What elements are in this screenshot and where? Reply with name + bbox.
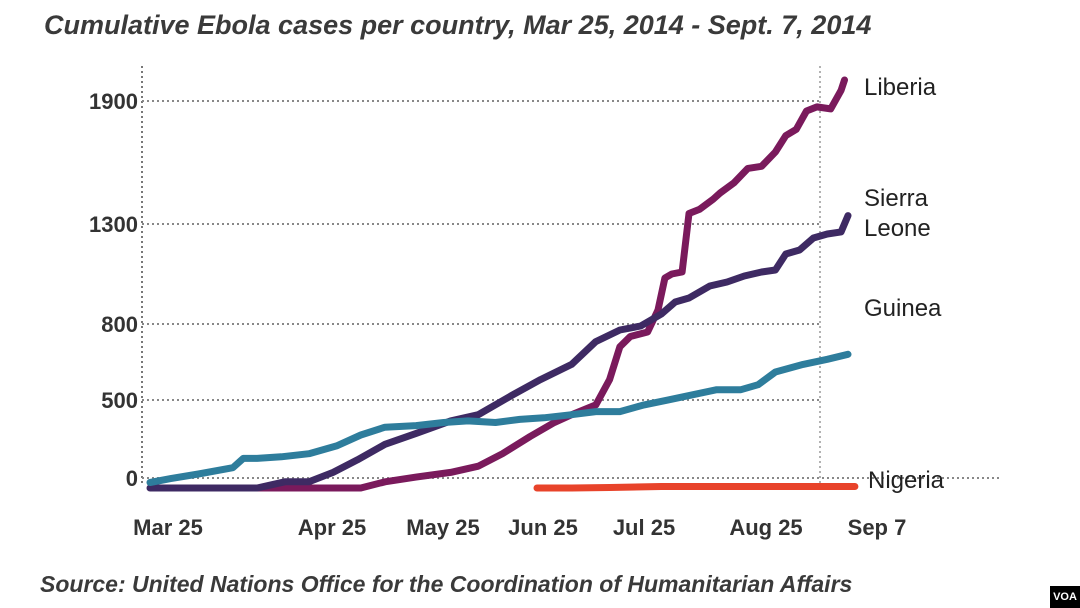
voa-logo: VOA [1050, 586, 1080, 608]
x-tick-label: Aug 25 [729, 515, 802, 540]
gridlines [141, 66, 1000, 486]
series-lines [146, 76, 859, 492]
chart-title: Cumulative Ebola cases per country, Mar … [44, 10, 872, 40]
series-label-liberia: Liberia [864, 74, 937, 101]
series-labels: Liberia Sierra Leone Guinea Nigeria [864, 74, 945, 494]
y-tick-label: 0 [126, 466, 138, 491]
line-chart: 0 500 800 1300 1900 Mar 25 Apr 25 May 25 Jun 25… [89, 66, 1000, 540]
series-label-sierra-leone: Sierra Leone [864, 185, 931, 242]
series-label-nigeria: Nigeria [868, 467, 945, 494]
y-tick-label: 800 [101, 312, 138, 337]
series-line-nigeria [533, 483, 859, 492]
x-tick-label: Jul 25 [613, 515, 675, 540]
source-note: Source: United Nations Office for the Co… [40, 571, 853, 597]
x-axis-ticks: Mar 25 Apr 25 May 25 Jun 25 Jul 25 Aug 25 Sep … [133, 515, 906, 540]
series-line-liberia [167, 76, 848, 492]
series-line-guinea [146, 350, 852, 486]
x-tick-label: May 25 [406, 515, 479, 540]
y-axis-ticks: 0 500 800 1300 1900 [89, 89, 138, 491]
x-tick-label: Apr 25 [298, 515, 366, 540]
x-tick-label: Jun 25 [508, 515, 578, 540]
series-line-sierra-leone [146, 212, 852, 492]
y-tick-label: 1300 [89, 212, 138, 237]
x-tick-label: Sep 7 [848, 515, 907, 540]
series-label-guinea: Guinea [864, 295, 942, 322]
y-tick-label: 500 [101, 388, 138, 413]
y-tick-label: 1900 [89, 89, 138, 114]
x-tick-label: Mar 25 [133, 515, 203, 540]
